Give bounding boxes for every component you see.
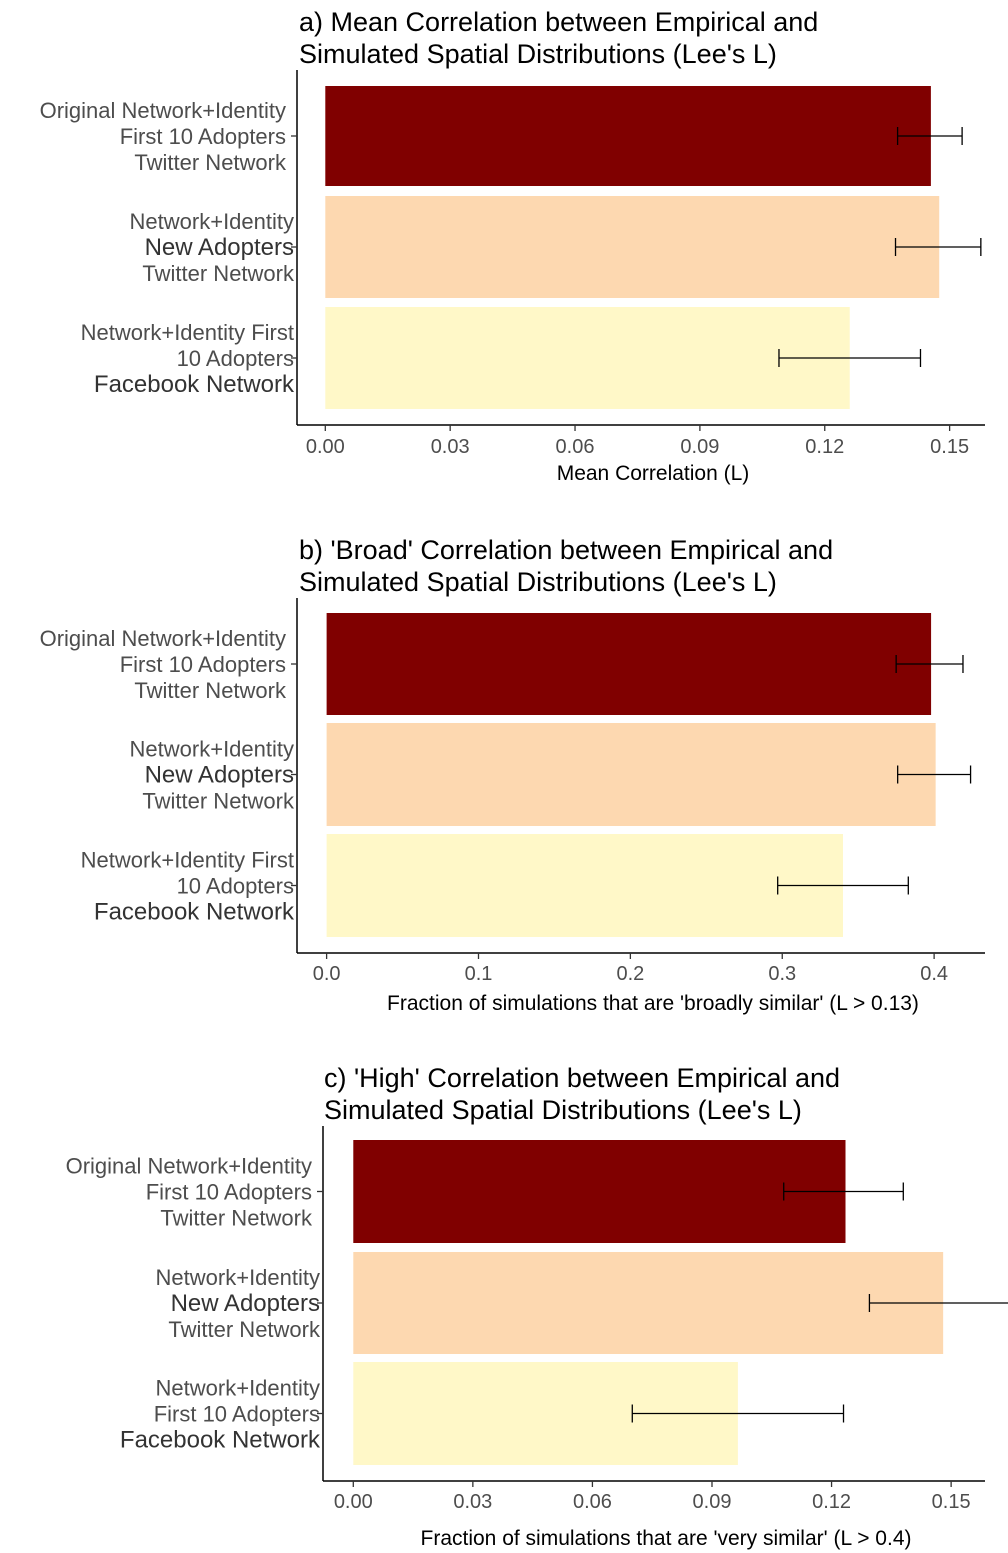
bar — [353, 1252, 944, 1354]
y-category-label: Original Network+Identity — [40, 98, 286, 123]
error-bar — [868, 1294, 1008, 1312]
bar — [325, 196, 940, 298]
y-category-label: New Adopters — [145, 234, 294, 261]
y-category-label: Twitter Network — [168, 1317, 321, 1342]
y-category-label: Twitter Network — [142, 261, 295, 286]
x-tick-label: 0.0 — [313, 963, 341, 985]
y-category-label: 10 Adopters — [177, 346, 294, 371]
chart-title-line: b) 'Broad' Correlation between Empirical… — [299, 535, 833, 565]
x-tick-label: 0.06 — [556, 436, 595, 458]
x-tick-label: 0.1 — [465, 963, 493, 985]
chart-panel-1: a) Mean Correlation between Empirical an… — [40, 7, 985, 485]
chart-panel-3: c) 'High' Correlation between Empirical … — [66, 1063, 1008, 1550]
x-tick-label: 0.03 — [431, 436, 470, 458]
x-tick-label: 0.00 — [306, 436, 345, 458]
bar — [326, 723, 936, 826]
x-tick-label: 0.09 — [680, 436, 719, 458]
y-category-label: First 10 Adopters — [146, 1180, 312, 1205]
x-tick-label: 0.09 — [693, 1491, 732, 1513]
x-axis-label: Fraction of simulations that are 'very s… — [421, 1527, 912, 1550]
y-category-label: Network+Identity — [130, 737, 294, 762]
bar — [325, 307, 850, 409]
y-category-label: 10 Adopters — [177, 874, 294, 899]
error-bar — [895, 655, 964, 673]
y-category-label: Facebook Network — [94, 371, 295, 398]
chart-title-line: a) Mean Correlation between Empirical an… — [299, 7, 818, 37]
x-tick-label: 0.03 — [453, 1491, 492, 1513]
bar — [325, 86, 931, 186]
y-category-label: Twitter Network — [134, 678, 287, 703]
x-tick-label: 0.4 — [920, 963, 948, 985]
y-category-label: Network+Identity — [156, 1265, 320, 1290]
error-bar — [778, 349, 922, 367]
y-category-label: Facebook Network — [120, 1427, 321, 1454]
y-category-label: Network+Identity — [130, 209, 294, 234]
y-category-label: Facebook Network — [94, 899, 295, 926]
error-bar — [894, 238, 982, 256]
y-category-label: Network+Identity First — [81, 848, 294, 873]
x-tick-label: 0.00 — [334, 1491, 373, 1513]
error-bar — [783, 1182, 904, 1201]
x-tick-label: 0.15 — [930, 436, 969, 458]
y-category-label: Network+Identity — [156, 1376, 320, 1401]
y-category-label: First 10 Adopters — [120, 652, 286, 677]
x-tick-label: 0.12 — [812, 1491, 851, 1513]
x-tick-label: 0.3 — [768, 963, 796, 985]
error-bar — [777, 876, 909, 895]
error-bar — [897, 765, 972, 784]
bar — [326, 834, 843, 937]
y-category-label: First 10 Adopters — [154, 1402, 320, 1427]
x-axis-label: Mean Correlation (L) — [557, 462, 750, 485]
y-category-label: Network+Identity First — [81, 320, 294, 345]
y-category-label: New Adopters — [171, 1290, 320, 1317]
y-category-label: Original Network+Identity — [40, 626, 286, 651]
bar — [353, 1140, 846, 1243]
y-category-label: Twitter Network — [160, 1206, 313, 1231]
error-bar — [896, 127, 963, 145]
y-category-label: Twitter Network — [142, 789, 295, 814]
chart-title-line: Simulated Spatial Distributions (Lee's L… — [324, 1095, 802, 1125]
chart-title-line: Simulated Spatial Distributions (Lee's L… — [299, 567, 777, 597]
x-tick-label: 0.06 — [573, 1491, 612, 1513]
bar — [326, 613, 932, 715]
y-category-label: First 10 Adopters — [120, 124, 286, 149]
x-tick-label: 0.2 — [616, 963, 644, 985]
x-tick-label: 0.12 — [805, 436, 844, 458]
x-axis-label: Fraction of simulations that are 'broadl… — [387, 992, 919, 1015]
y-category-label: Twitter Network — [134, 150, 287, 175]
error-bar — [631, 1404, 845, 1423]
y-category-label: New Adopters — [145, 762, 294, 789]
y-category-label: Original Network+Identity — [66, 1154, 312, 1179]
chart-panel-2: b) 'Broad' Correlation between Empirical… — [40, 535, 985, 1015]
chart-title-line: Simulated Spatial Distributions (Lee's L… — [299, 39, 777, 69]
x-tick-label: 0.15 — [932, 1491, 971, 1513]
chart-title-line: c) 'High' Correlation between Empirical … — [324, 1063, 840, 1093]
